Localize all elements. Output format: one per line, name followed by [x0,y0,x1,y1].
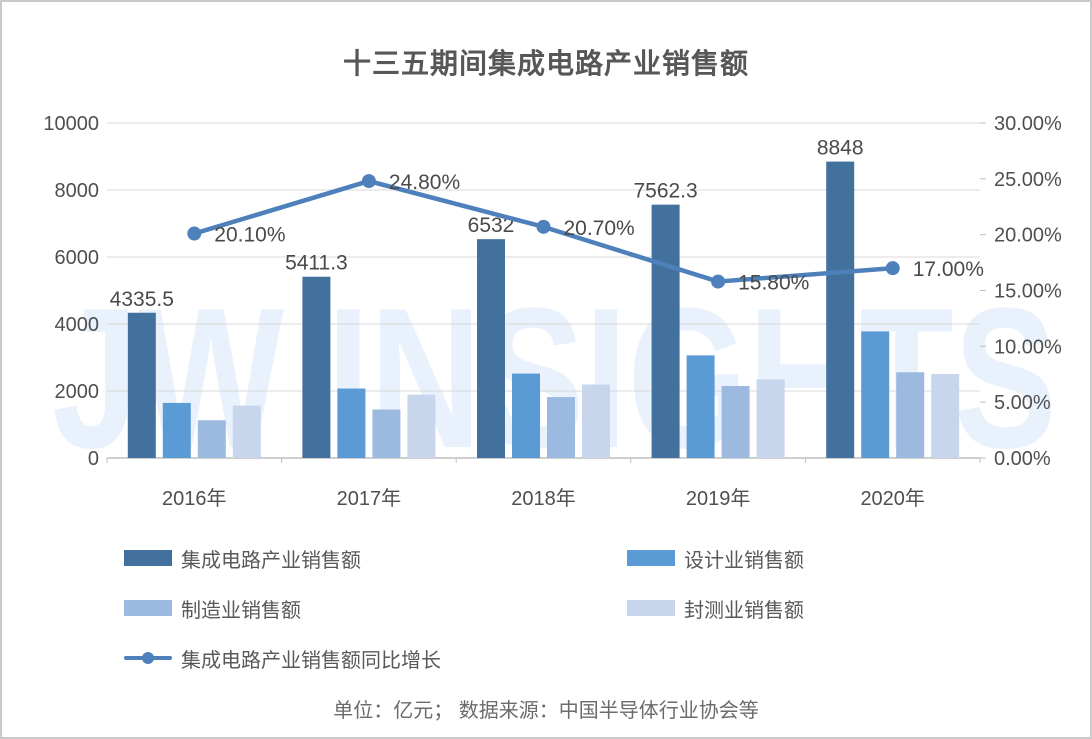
legend-swatch [627,550,675,566]
right-axis-tick-label: 20.00% [994,225,1062,247]
x-axis-category-label: 2017年 [337,487,402,510]
right-axis-tick-label: 5.00% [994,392,1051,414]
bar-设计业销售额 [686,355,715,458]
bar-value-label: 7562.3 [633,180,697,203]
left-axis-tick-label: 6000 [55,247,100,269]
bar-value-label: 6532 [468,214,515,237]
line-value-label: 20.10% [214,224,285,247]
legend-swatch [627,600,675,616]
legend-item-制造业销售额: 制造业销售额 [124,597,301,622]
left-axis-tick-label: 2000 [55,381,100,403]
bar-制造业销售额 [896,372,925,458]
bar-封测业销售额 [582,384,610,458]
bar-封测业销售额 [407,394,436,458]
line-value-label: 15.80% [738,272,809,295]
x-axis-category-label: 2019年 [686,487,751,510]
legend-label: 制造业销售额 [181,599,301,622]
bar-设计业销售额 [861,331,890,458]
right-axis-tick-label: 0.00% [994,448,1051,470]
line-marker [885,261,900,276]
bar-封测业销售额 [756,379,785,458]
line-value-label: 24.80% [389,171,460,194]
legend-line-swatch [124,650,172,666]
x-axis-category-label: 2018年 [511,487,576,510]
right-axis-tick-label: 10.00% [994,336,1062,358]
legend-item-集成电路产业销售额同比增长: 集成电路产业销售额同比增长 [124,647,441,672]
line-value-label: 17.00% [913,258,984,281]
legend-swatch [124,550,172,566]
bar-封测业销售额 [931,373,960,458]
line-marker [361,174,376,189]
legend-swatch [124,600,172,616]
legend-label: 集成电路产业销售额同比增长 [181,649,441,672]
x-axis-category-label: 2020年 [860,487,925,510]
bar-设计业销售额 [512,373,540,458]
line-marker [536,219,551,234]
bar-设计业销售额 [337,388,366,458]
legend-label: 集成电路产业销售额 [181,549,361,572]
bar-制造业销售额 [547,397,575,458]
x-axis-category-label: 2016年 [162,487,227,510]
bar-集成电路产业销售额 [826,161,855,459]
source-footnote: 单位：亿元； 数据来源：中国半导体行业协会等 [333,700,759,722]
left-axis-tick-label: 0 [88,448,99,470]
right-axis-tick-label: 25.00% [994,169,1062,191]
line-marker [711,274,726,289]
left-axis-tick-label: 4000 [55,314,100,336]
bar-value-label: 8848 [817,137,864,160]
bar-集成电路产业销售额 [651,204,680,458]
bar-制造业销售额 [197,420,226,458]
chart-title: 十三五期间集成电路产业销售额 [342,48,749,79]
left-axis-tick-label: 8000 [55,180,100,202]
bar-集成电路产业销售额 [302,276,331,458]
left-axis-tick-label: 10000 [43,113,99,135]
legend-label: 封测业销售额 [684,599,804,622]
chart-legend: 集成电路产业销售额 设计业销售额制造业销售额 封测业销售额集成电路产业销售额同比增长 [2,532,1090,682]
legend-item-集成电路产业销售额: 集成电路产业销售额 [124,547,361,572]
bar-value-label: 5411.3 [285,252,348,275]
legend-label: 设计业销售额 [684,549,804,572]
line-value-label: 20.70% [564,217,635,240]
line-marker [187,226,202,241]
bar-封测业销售额 [232,405,261,458]
bar-设计业销售额 [162,402,191,458]
bar-集成电路产业销售额 [127,312,156,458]
bar-制造业销售额 [372,409,401,458]
bar-制造业销售额 [721,386,750,458]
right-axis-tick-label: 30.00% [994,113,1062,135]
legend-item-封测业销售额: 封测业销售额 [627,597,804,622]
bar-value-label: 4335.5 [110,288,174,311]
bar-集成电路产业销售额 [477,239,505,458]
legend-item-设计业销售额: 设计业销售额 [627,547,804,572]
chart-plot-area: JW INSIGHTS02000400060008000100000.00%5.… [43,113,1062,510]
right-axis-tick-label: 15.00% [994,281,1062,303]
